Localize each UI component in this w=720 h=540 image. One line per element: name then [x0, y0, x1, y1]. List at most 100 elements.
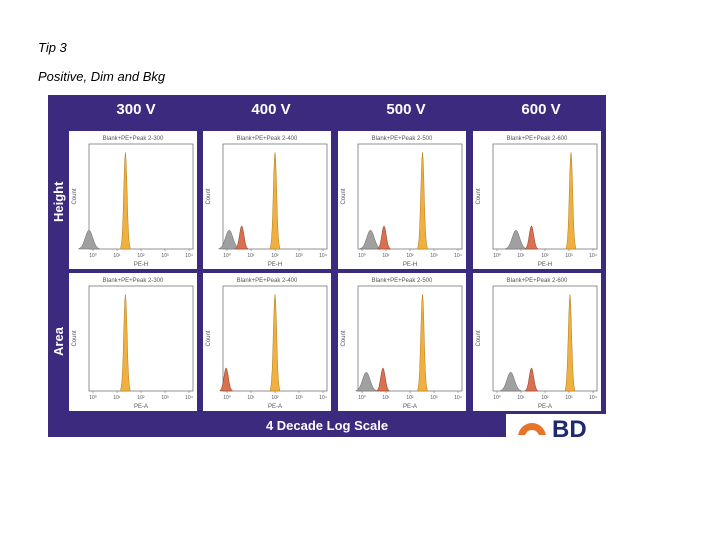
x-tick-label: 10⁰	[493, 395, 501, 401]
x-tick-label: 10²	[406, 253, 414, 259]
x-tick-label: 10¹	[517, 253, 525, 259]
panel-title: Blank+PE+Peak 2-500	[372, 136, 433, 142]
plot-frame	[492, 143, 598, 250]
x-axis-label: PE-H	[134, 262, 148, 268]
positive-peak	[270, 152, 280, 250]
histogram-panel: Blank+PE+Peak 2-500 10⁰ 10¹ 10² 10³ 10⁴ PE-A Co…	[338, 273, 466, 411]
x-tick-label: 10²	[137, 253, 145, 259]
x-tick-label: 10²	[271, 253, 279, 259]
dim-peak	[235, 225, 249, 250]
x-tick-label: 10³	[565, 395, 573, 401]
x-tick-label: 10⁴	[454, 253, 462, 259]
panel-title: Blank+PE+Peak 2-300	[103, 136, 164, 142]
x-axis-label: PE-H	[403, 262, 417, 268]
x-tick-label: 10³	[161, 395, 169, 401]
x-tick-label: 10⁴	[319, 253, 327, 259]
background-peak	[505, 229, 527, 250]
x-tick-label: 10³	[295, 395, 303, 401]
logo-wordmark-icon: BD	[552, 416, 587, 437]
positive-peak	[417, 152, 428, 250]
plot-frame	[357, 143, 463, 250]
y-axis-label: Count	[476, 188, 482, 204]
histogram-panel: Blank+PE+Peak 2-500 10⁰ 10¹ 10² 10³ 10⁴ PE-H Co…	[338, 131, 466, 269]
x-axis-label: PE-A	[268, 404, 282, 410]
x-tick-label: 10²	[406, 395, 414, 401]
histogram-chart: Blank+PE+Peak 2-300 10⁰ 10¹ 10² 10³ 10⁴ PE-H Co…	[72, 136, 194, 268]
dim-peak	[376, 367, 390, 392]
positive-peak	[270, 294, 280, 392]
background-peak	[218, 229, 240, 250]
x-axis-label: PE-A	[538, 404, 552, 410]
x-tick-label: 10¹	[382, 395, 390, 401]
positive-peak	[120, 152, 131, 250]
dim-peak	[219, 367, 233, 392]
column-header-500v: 500 V	[386, 101, 426, 118]
background-peak	[78, 229, 100, 250]
background-peak	[500, 371, 522, 392]
x-tick-label: 10⁰	[223, 395, 231, 401]
x-tick-label: 10²	[541, 395, 549, 401]
panel-title: Blank+PE+Peak 2-500	[372, 278, 433, 284]
background-peak	[355, 371, 377, 392]
y-axis-label: Count	[72, 188, 78, 204]
histogram-chart: Blank+PE+Peak 2-500 10⁰ 10¹ 10² 10³ 10⁴ PE-H Co…	[341, 136, 463, 268]
row-header-height: Height	[51, 181, 66, 223]
slide-subtitle: Positive, Dim and Bkg	[38, 69, 166, 84]
slide-title: Tip 3	[38, 40, 67, 55]
scale-caption: 4 Decade Log Scale	[265, 418, 389, 433]
histogram-panel: Blank+PE+Peak 2-400 10⁰ 10¹ 10² 10³ 10⁴ PE-H Co…	[203, 131, 331, 269]
x-tick-label: 10³	[295, 253, 303, 259]
histogram-figure: 300 V 400 V 500 V 600 V Height Area Blan…	[48, 95, 606, 437]
dim-peak	[524, 225, 538, 250]
x-axis-label: PE-H	[268, 262, 282, 268]
company-logo: BD	[506, 414, 606, 437]
x-tick-label: 10³	[430, 253, 438, 259]
x-tick-label: 10⁰	[493, 253, 501, 259]
histogram-chart: Blank+PE+Peak 2-600 10⁰ 10¹ 10² 10³ 10⁴ PE-A Co…	[476, 278, 598, 410]
x-tick-label: 10⁰	[223, 253, 231, 259]
x-tick-label: 10¹	[247, 395, 255, 401]
background-peak	[359, 229, 382, 250]
x-tick-label: 10¹	[382, 253, 390, 259]
x-tick-label: 10⁴	[185, 253, 193, 259]
panel-title: Blank+PE+Peak 2-400	[237, 136, 298, 142]
y-axis-label: Count	[476, 330, 482, 346]
positive-peak	[120, 294, 131, 392]
x-tick-label: 10⁰	[358, 253, 366, 259]
x-tick-label: 10⁴	[454, 395, 462, 401]
x-axis-label: PE-A	[403, 404, 417, 410]
plot-frame	[357, 285, 463, 392]
x-axis-label: PE-H	[538, 262, 552, 268]
dim-peak	[524, 367, 538, 392]
x-tick-label: 10⁴	[185, 395, 193, 401]
x-tick-label: 10¹	[113, 253, 121, 259]
column-header-600v: 600 V	[521, 101, 561, 118]
x-tick-label: 10⁰	[358, 395, 366, 401]
panel-title: Blank+PE+Peak 2-600	[507, 136, 568, 142]
x-tick-label: 10³	[161, 253, 169, 259]
dim-peak	[377, 225, 391, 250]
x-tick-label: 10²	[137, 395, 145, 401]
x-tick-label: 10⁰	[89, 253, 97, 259]
plot-frame	[88, 143, 194, 250]
panel-title: Blank+PE+Peak 2-400	[237, 278, 298, 284]
y-axis-label: Count	[206, 330, 212, 346]
histogram-panel: Blank+PE+Peak 2-300 10⁰ 10¹ 10² 10³ 10⁴ PE-H Co…	[69, 131, 197, 269]
x-tick-label: 10⁴	[589, 395, 597, 401]
sunburst-logo-icon	[517, 423, 547, 437]
x-tick-label: 10³	[430, 395, 438, 401]
x-tick-label: 10¹	[517, 395, 525, 401]
x-tick-label: 10³	[565, 253, 573, 259]
panel-title: Blank+PE+Peak 2-300	[103, 278, 164, 284]
x-axis-label: PE-A	[134, 404, 148, 410]
plot-frame	[88, 285, 194, 392]
histogram-chart: Blank+PE+Peak 2-600 10⁰ 10¹ 10² 10³ 10⁴ PE-H Co…	[476, 136, 598, 268]
x-tick-label: 10¹	[247, 253, 255, 259]
x-tick-label: 10²	[541, 253, 549, 259]
histogram-chart: Blank+PE+Peak 2-400 10⁰ 10¹ 10² 10³ 10⁴ PE-H Co…	[206, 136, 328, 268]
histogram-panel: Blank+PE+Peak 2-400 10⁰ 10¹ 10² 10³ 10⁴ PE-A Co…	[203, 273, 331, 411]
x-tick-label: 10¹	[113, 395, 121, 401]
y-axis-label: Count	[341, 188, 347, 204]
histogram-panel: Blank+PE+Peak 2-300 10⁰ 10¹ 10² 10³ 10⁴ PE-A Co…	[69, 273, 197, 411]
x-tick-label: 10²	[271, 395, 279, 401]
